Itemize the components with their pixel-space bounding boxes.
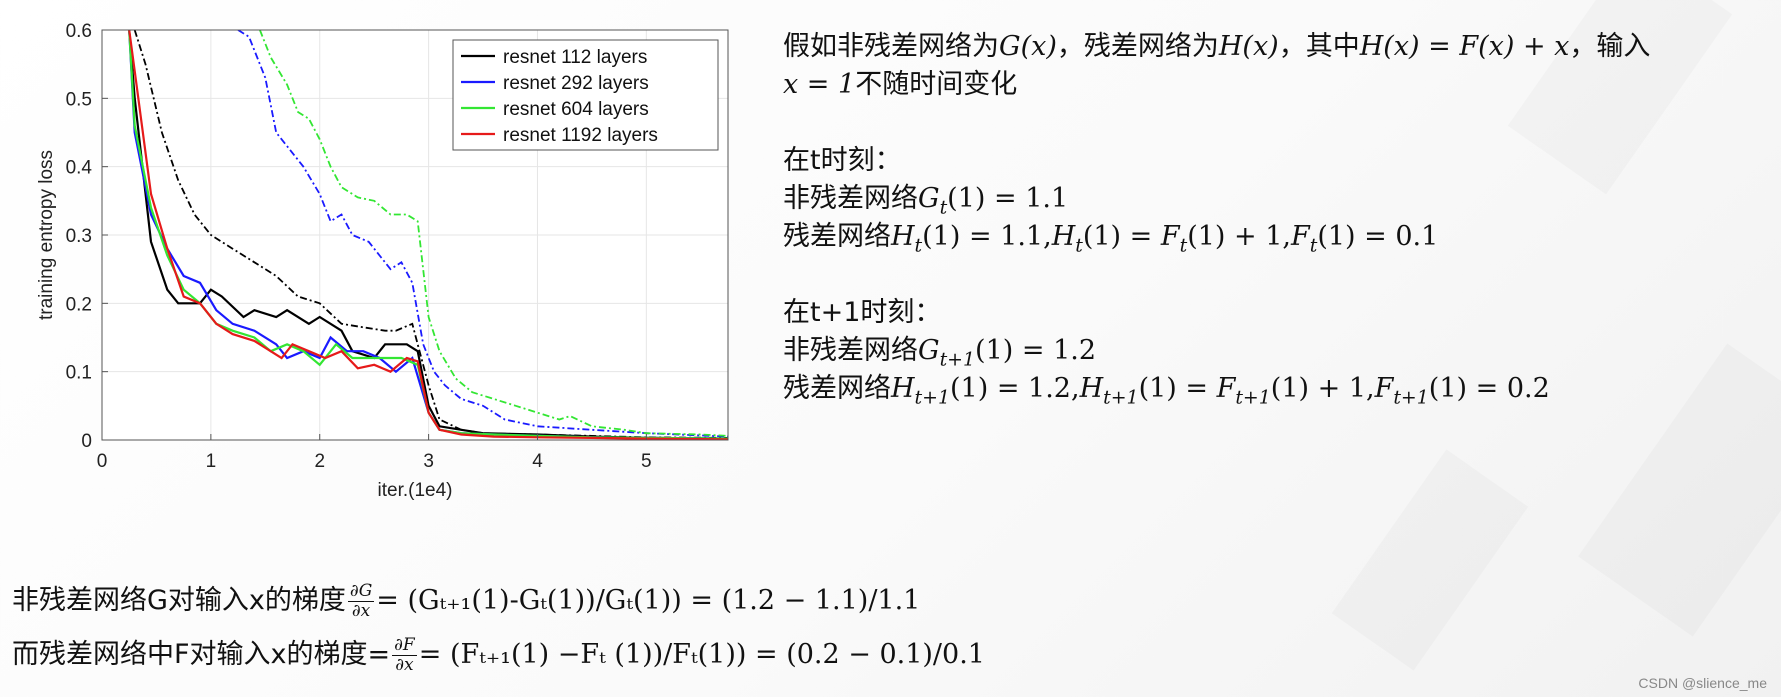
h-function: H(x) (1218, 31, 1279, 62)
t-nonres-label: 非残差网络 (783, 183, 918, 214)
y-tick-label: 0.2 (66, 294, 92, 315)
x-value: x = 1 (783, 69, 856, 100)
t-nonres-eq: (1) = 1.1 (947, 183, 1069, 214)
dg-dx-fraction: ∂G ∂x (347, 581, 375, 621)
x-tick-label: 3 (423, 451, 434, 472)
t1-res-line: 残差网络Ht+1(1) = 1.2,Ht+1(1) = Ft+1(1) + 1,… (783, 373, 1550, 409)
legend-label: resnet 1192 layers (503, 125, 658, 146)
x-tick-label: 4 (532, 451, 543, 472)
loss-chart: 0 1 2 3 4 5 0 0.1 0.2 0.3 0.4 0.5 0.6 iter.(1e4) train… (0, 0, 740, 510)
intro-text-4: ，输入 (1569, 31, 1651, 62)
background-shape-3 (1332, 449, 1529, 670)
legend-label: resnet 112 layers (503, 47, 647, 68)
t-heading: 在t时刻： (783, 145, 902, 176)
intro-text-2: ，残差网络为 (1056, 31, 1219, 62)
y-tick-label: 0.6 (66, 21, 92, 42)
t1-res-label: 残差网络 (783, 373, 891, 404)
subscript: t (914, 234, 923, 257)
explanation-line-2: x = 1不随时间变化 (783, 66, 1773, 104)
t-res-eq3: (1) + 1, (1187, 221, 1292, 252)
subscript: t+1 (1235, 386, 1271, 409)
g-function: G(x) (999, 31, 1057, 62)
t-nonres-line: 非残差网络Gt(1) = 1.1 (783, 183, 1069, 219)
t1-res-eq2: (1) = (1138, 373, 1217, 404)
constant-input-text: 不随时间变化 (855, 69, 1018, 100)
y-tick-label: 0.5 (66, 89, 92, 110)
t1-res-eq3: (1) + 1, (1270, 373, 1375, 404)
t1-res-eq4: (1) = 0.2 (1428, 373, 1550, 404)
h-definition: H(x) = F(x) + x (1359, 31, 1570, 62)
x-tick-label: 1 (206, 451, 217, 472)
g-gradient-eq: = (Gₜ₊₁(1)-Gₜ(1))/Gₜ(1)) = (1.2 − 1.1)/1… (376, 585, 921, 616)
legend-label: resnet 292 layers (503, 73, 649, 94)
subscript: t+1 (1393, 386, 1429, 409)
t1-heading: 在t+1时刻： (783, 297, 942, 328)
f-gradient-label: 而残差网络中F对输入x的梯度= (12, 639, 391, 670)
series-line (128, 30, 728, 440)
subscript: t (939, 196, 948, 219)
series-line (128, 30, 728, 440)
t-res-eq4: (1) = 0.1 (1317, 221, 1439, 252)
t-res-eq2: (1) = (1082, 221, 1161, 252)
series-line (128, 30, 728, 440)
subscript: t (1309, 234, 1318, 257)
t-res-eq1: (1) = 1.1, (922, 221, 1052, 252)
t1-nonres-eq: (1) = 1.2 (975, 335, 1097, 366)
subscript: t+1 (1103, 386, 1139, 409)
x-tick-label: 2 (314, 451, 325, 472)
t1-nonres-label: 非残差网络 (783, 335, 918, 366)
explanation-line-1: 假如非残差网络为G(x)，残差网络为H(x)，其中H(x) = F(x) + x… (783, 28, 1773, 66)
df-dx-fraction: ∂F ∂x (392, 636, 417, 675)
fraction-denominator: ∂x (351, 601, 371, 621)
f-gradient-line: 而残差网络中F对输入x的梯度= ∂F ∂x = (Fₜ₊₁(1) −Fₜ (1))/F… (12, 632, 985, 675)
subscript: t+1 (914, 386, 950, 409)
series-dashed-line (237, 30, 728, 438)
subscript: t+1 (939, 348, 976, 371)
series-dashed-line (259, 30, 728, 437)
y-tick-label: 0.1 (66, 363, 92, 384)
t-res-label: 残差网络 (783, 221, 891, 252)
g-gradient-label: 非残差网络G对输入x的梯度 (12, 585, 346, 616)
x-axis-title: iter.(1e4) (378, 480, 453, 501)
g-gradient-line: 非残差网络G对输入x的梯度 ∂G ∂x = (Gₜ₊₁(1)-Gₜ(1))/Gₜ(1)… (12, 578, 920, 621)
legend-box (452, 39, 719, 151)
y-tick-label: 0.4 (66, 158, 93, 179)
y-tick-label: 0 (81, 431, 92, 452)
f-gradient-eq: = (Fₜ₊₁(1) −Fₜ (1))/Fₜ(1)) = (0.2 − 0.1)… (418, 639, 985, 670)
intro-text: 假如非残差网络为 (783, 31, 999, 62)
t-res-line: 残差网络Ht(1) = 1.1,Ht(1) = Ft(1) + 1,Ft(1) … (783, 221, 1439, 257)
fraction-numerator: ∂F (392, 635, 417, 656)
subscript: t (1075, 234, 1083, 257)
x-tick-label: 5 (641, 451, 652, 472)
y-axis-title: training entropy loss (36, 150, 57, 320)
intro-text-3: ，其中 (1278, 31, 1360, 62)
subscript: t (1179, 234, 1188, 257)
fraction-denominator: ∂x (395, 655, 414, 675)
explanation-panel: 假如非残差网络为G(x)，残差网络为H(x)，其中H(x) = F(x) + x… (783, 28, 1773, 408)
t1-nonres-line: 非残差网络Gt+1(1) = 1.2 (783, 335, 1097, 371)
loss-chart-svg: 0 1 2 3 4 5 0 0.1 0.2 0.3 0.4 0.5 0.6 iter.(1e4) train… (36, 21, 729, 501)
y-tick-label: 0.3 (66, 226, 92, 247)
watermark: CSDN @slience_me (1638, 675, 1767, 691)
legend-label: resnet 604 layers (503, 99, 649, 120)
x-tick-label: 0 (97, 451, 108, 472)
fraction-numerator: ∂G (347, 581, 375, 602)
t1-res-eq1: (1) = 1.2, (950, 373, 1080, 404)
